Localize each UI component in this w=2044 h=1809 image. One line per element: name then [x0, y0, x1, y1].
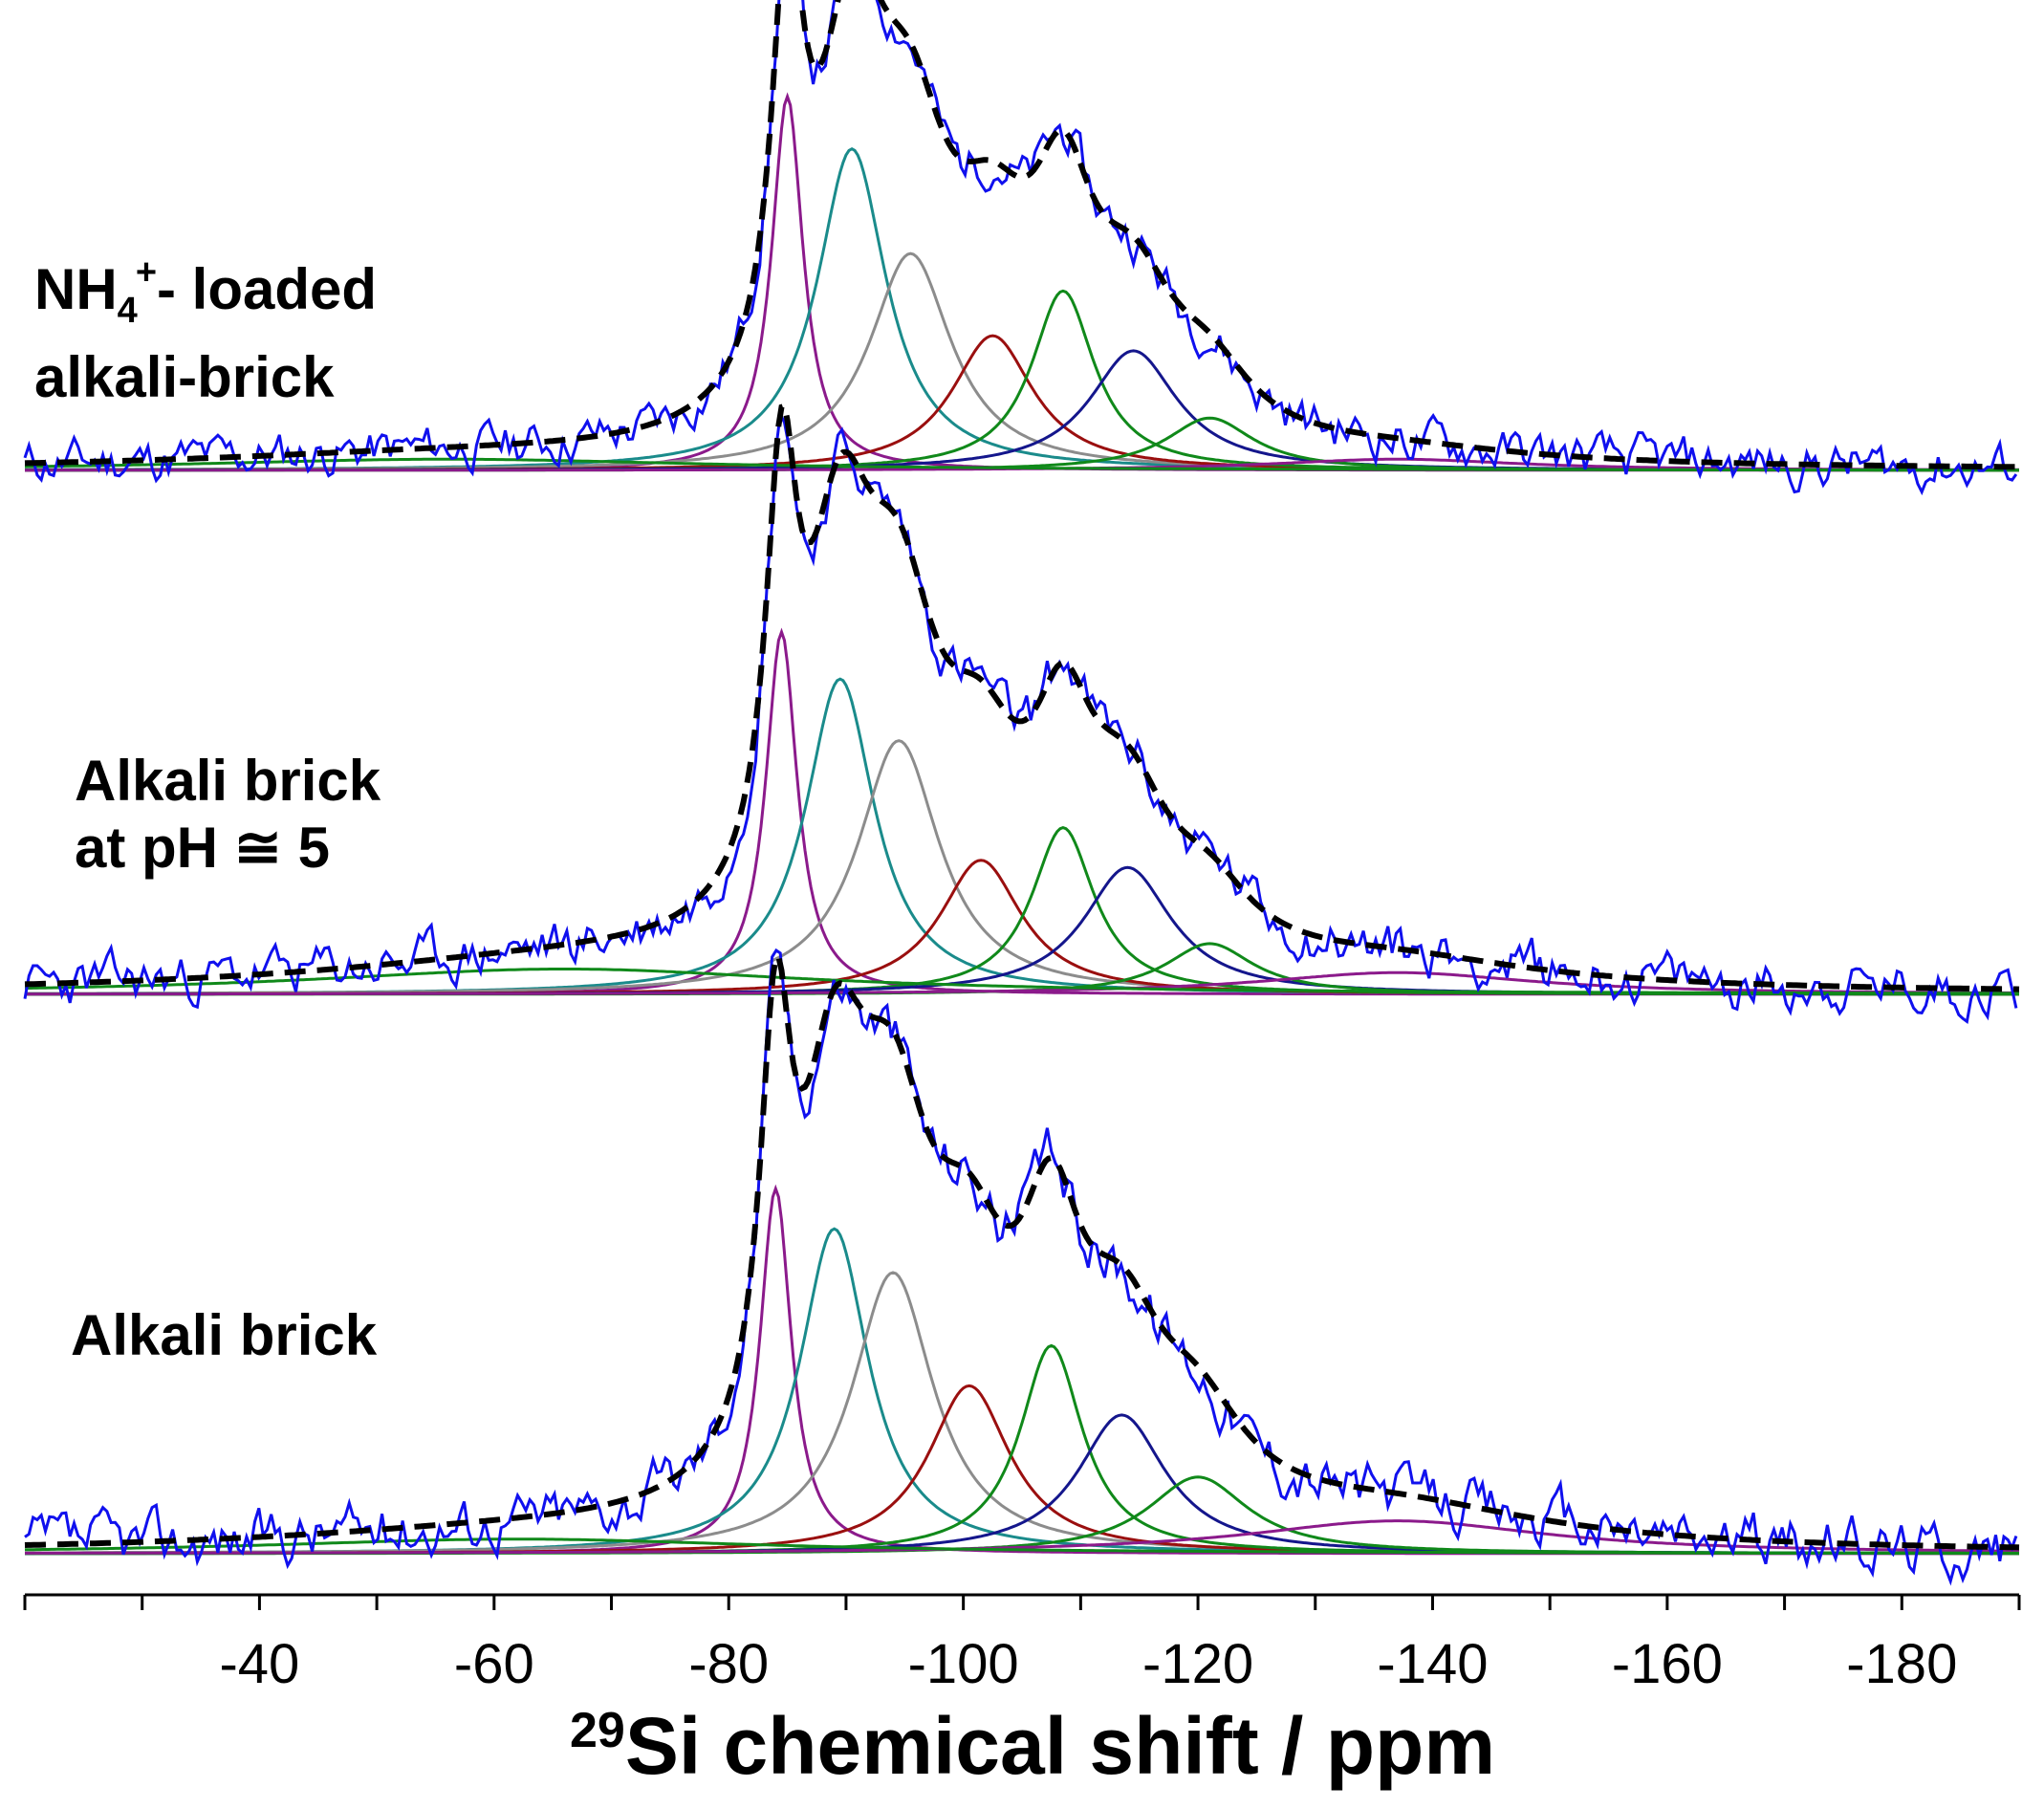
component-peak-8: [25, 1519, 2020, 1555]
spectra-panels: [23, 0, 2020, 1586]
experimental-spectrum: [23, 0, 2018, 496]
fit-sum-curve: [24, 402, 2020, 992]
spectrum-panel-1: [23, 0, 2019, 496]
x-tick-label: -120: [1142, 1633, 1253, 1695]
spectrum-panel-3: [24, 948, 2020, 1586]
component-peak-2: [25, 1227, 2019, 1556]
axis-title-text: Si chemical shift / ppm: [625, 1701, 1495, 1791]
component-peak-9: [24, 1537, 2019, 1555]
x-tick-label: -40: [219, 1633, 299, 1695]
experimental-spectrum: [24, 948, 2018, 1586]
panel-label-ph5: Alkali brick at pH ≅ 5: [75, 748, 381, 882]
x-tick-label: -140: [1377, 1633, 1488, 1695]
component-peak-1: [25, 1184, 2019, 1556]
component-peak-8: [25, 970, 2020, 996]
x-tick-label: -100: [908, 1633, 1019, 1695]
x-tick-label: -80: [688, 1633, 769, 1695]
x-tick-label: -60: [454, 1633, 534, 1695]
panel-label-line-1: Alkali brick: [75, 749, 381, 813]
panel-label-nh4-loaded: NH4+- loaded alkali-brick: [34, 239, 377, 411]
x-axis: -40 -60 -80 -100 -120 -140 -160 -180 29Si chemi…: [23, 1593, 2021, 1791]
panel-label-line-1: NH4+- loaded: [34, 252, 378, 331]
panel-label-line-2: at pH ≅ 5: [75, 816, 330, 880]
panel-label-line-1: Alkali brick: [71, 1303, 378, 1367]
x-tick-label: -180: [1846, 1633, 1957, 1695]
spectrum-panel-2: [23, 402, 2020, 1025]
component-peak-4: [25, 1384, 2019, 1556]
fit-sum-curve: [24, 0, 2019, 470]
x-tick-label: -160: [1612, 1633, 1723, 1695]
x-axis-title: 29Si chemical shift / ppm: [570, 1701, 1495, 1791]
experimental-spectrum: [23, 408, 2018, 1025]
panel-label-alkali-brick: Alkali brick: [71, 1302, 377, 1369]
axis-title-isotope: 29: [570, 1703, 625, 1758]
panel-label-line-2: alkali-brick: [34, 345, 335, 409]
x-axis-ticks: -40 -60 -80 -100 -120 -140 -160 -180: [23, 1595, 2021, 1695]
fit-sum-curve: [24, 952, 2020, 1551]
